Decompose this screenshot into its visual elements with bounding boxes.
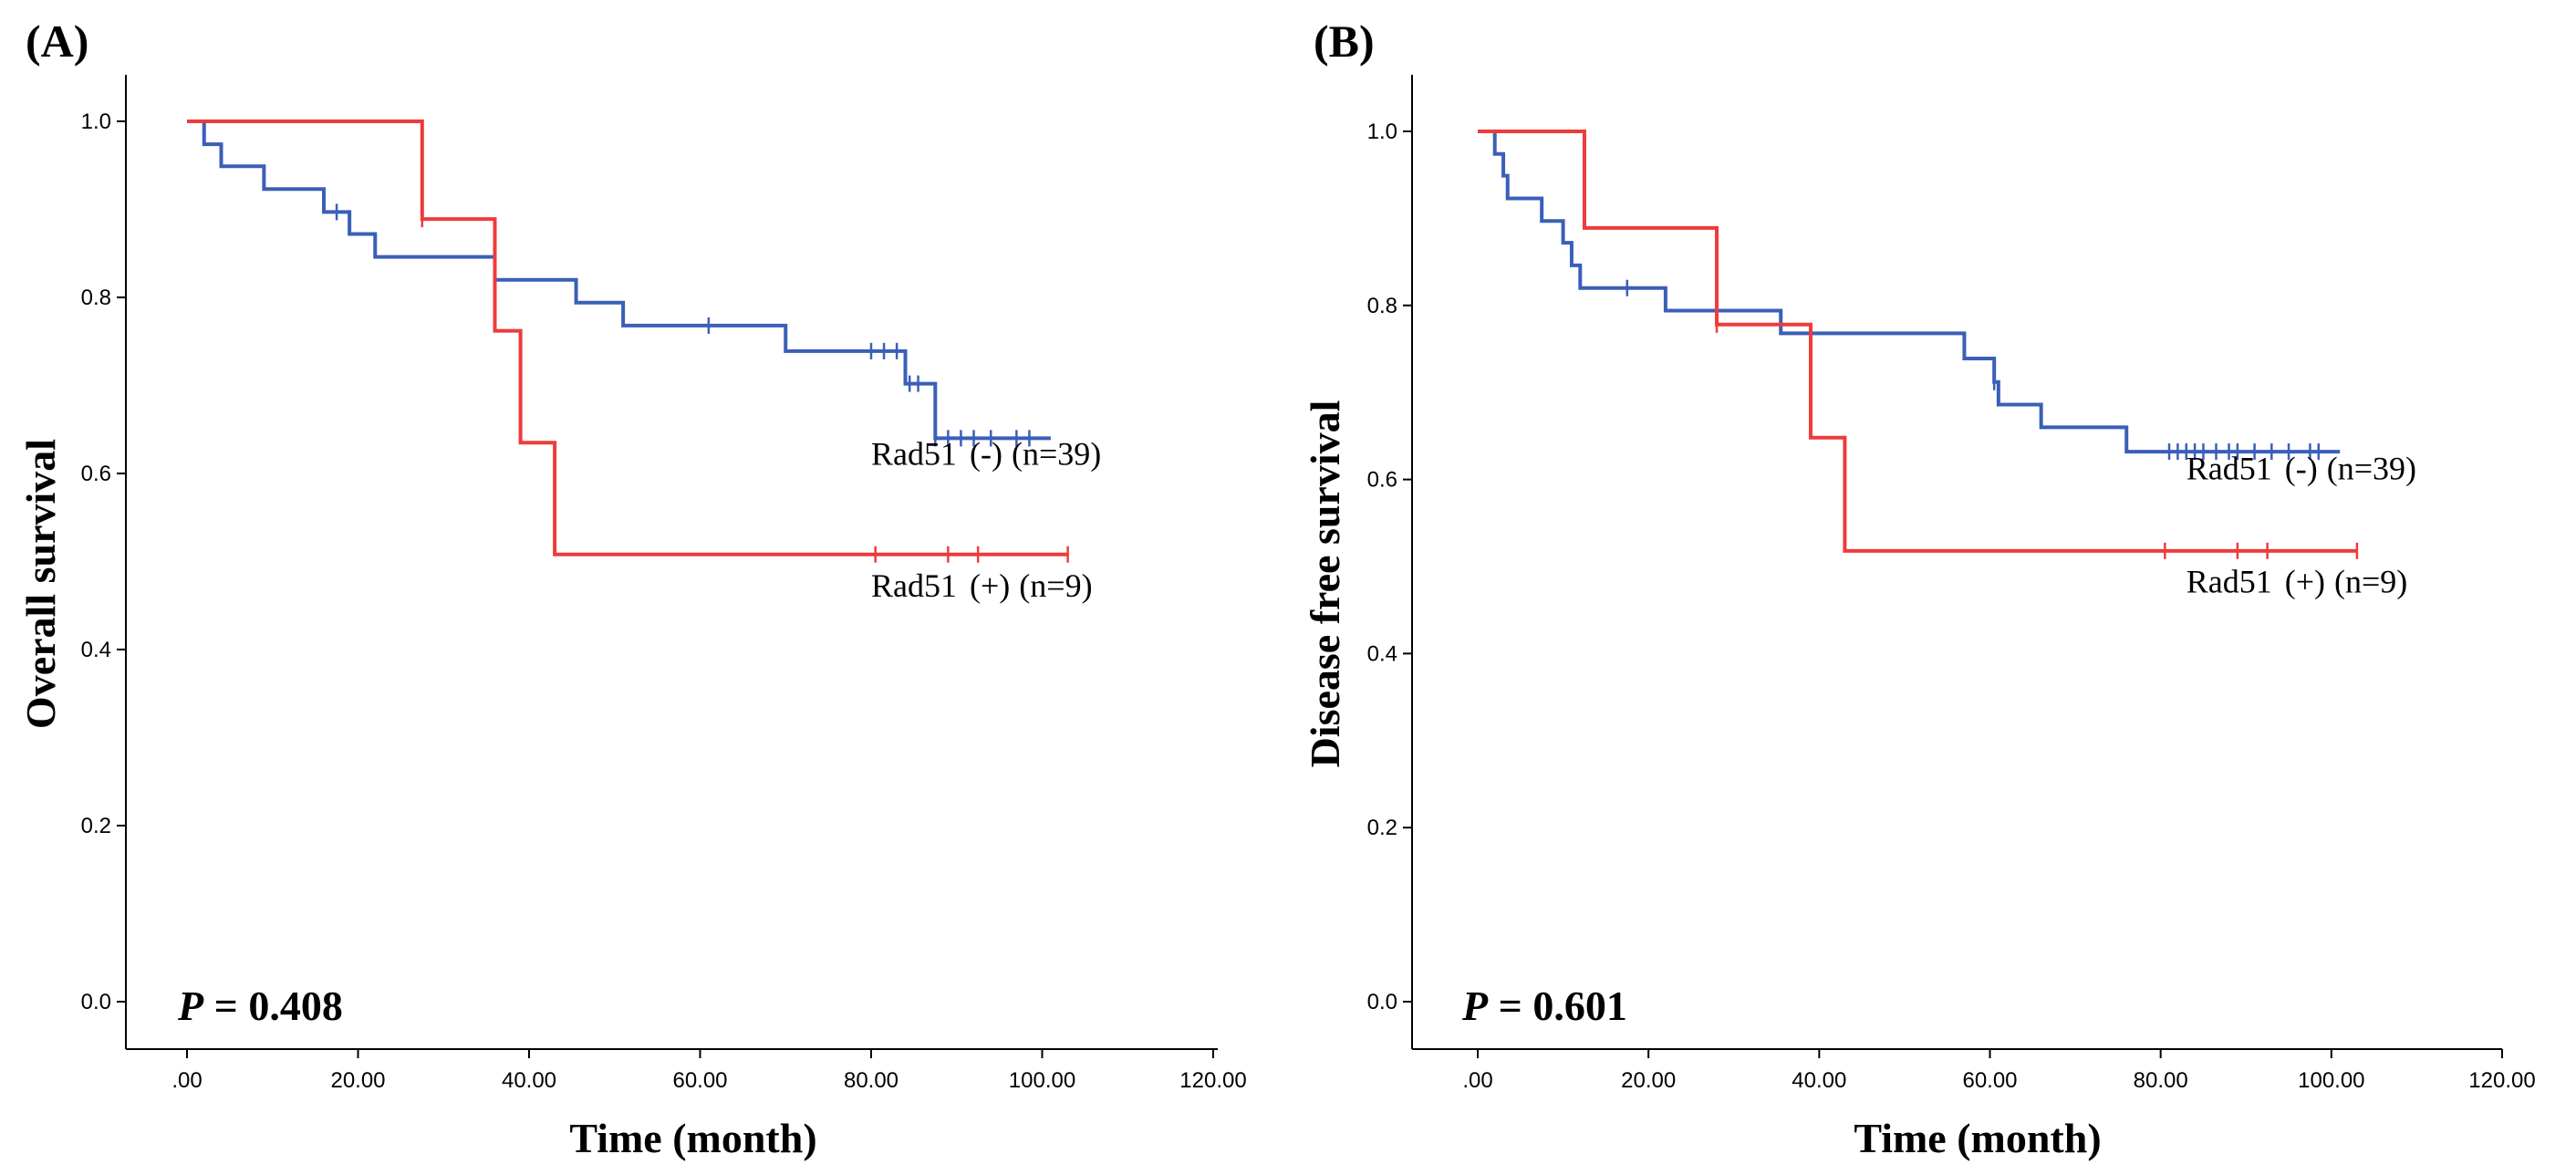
panel-b: (B) Disease free survival Time (month) P…	[1302, 16, 2536, 1161]
x-tick-label: 120.00	[1179, 1068, 1246, 1093]
curve-label-count: (n=9)	[1019, 567, 1092, 604]
axes: 0.0 0.2 0.4 0.6 0.8 1.0 .00 20.00 40.00 60.00 80.0…	[81, 75, 1247, 1093]
curve-label: Rad51 (+) (n=9)	[2186, 564, 2408, 600]
curve-label-gene: Rad51	[871, 567, 957, 604]
y-tick-label: 0.6	[81, 462, 111, 486]
panel-a: (A) Overall survival Time (month) P = 0.…	[17, 16, 1247, 1161]
y-tick-label: 0.8	[1367, 294, 1397, 318]
x-axis-title: Time (month)	[1854, 1115, 2101, 1161]
x-tick-label: 20.00	[1621, 1068, 1676, 1093]
p-value-label: P = 0.408	[177, 983, 343, 1029]
y-tick-label: 1.0	[1367, 120, 1397, 144]
x-tick-label: 80.00	[844, 1068, 898, 1093]
y-tick-label: 0.4	[81, 638, 111, 662]
curve-labels: Rad51 (-) (n=39) Rad51 (+) (n=9)	[871, 435, 1101, 604]
curve-label-status: (+)	[970, 567, 1010, 604]
panel-label: (B)	[1314, 16, 1375, 67]
curve-label: Rad51 (-) (n=39)	[2186, 451, 2416, 487]
x-tick-label: .00	[171, 1068, 202, 1093]
x-tick-label: 40.00	[1792, 1068, 1846, 1093]
series-rad51-positive	[187, 120, 1069, 563]
survival-step-line	[187, 120, 1068, 556]
x-tick-label: 20.00	[330, 1068, 385, 1093]
curve-label-status: (-)	[970, 435, 1002, 472]
p-value-letter: P	[177, 983, 204, 1029]
curve-label-count: (n=39)	[1012, 435, 1101, 472]
series-rad51-negative	[1478, 130, 2341, 461]
survival-curves	[187, 120, 1069, 563]
p-value-text: = 0.601	[1488, 983, 1627, 1029]
survival-curves	[1478, 130, 2359, 559]
y-tick-label: 1.0	[81, 109, 111, 134]
curve-label: Rad51 (-) (n=39)	[871, 435, 1101, 472]
curve-label-status: (-)	[2285, 451, 2318, 487]
series-rad51-negative	[187, 120, 1051, 447]
y-axis-title: Disease free survival	[1302, 400, 1348, 768]
p-value-letter: P	[1461, 983, 1489, 1029]
y-tick-label: 0.4	[1367, 641, 1397, 666]
curve-label-gene: Rad51	[2186, 451, 2272, 487]
axes: 0.0 0.2 0.4 0.6 0.8 1.0 .00 20.00 40.00 60.00 80.0…	[1367, 75, 2536, 1093]
x-tick-label: 80.00	[2134, 1068, 2188, 1093]
survival-step-line	[1478, 130, 2357, 553]
x-axis-title: Time (month)	[569, 1115, 816, 1161]
x-tick-label: 60.00	[1962, 1068, 2017, 1093]
x-tick-label: 60.00	[672, 1068, 727, 1093]
x-tick-label: 100.00	[1009, 1068, 1075, 1093]
x-tick-label: 100.00	[2298, 1068, 2364, 1093]
y-axis-title: Overall survival	[17, 439, 64, 729]
curve-label-gene: Rad51	[871, 435, 957, 472]
curve-label: Rad51 (+) (n=9)	[871, 567, 1093, 604]
y-tick-label: 0.8	[81, 286, 111, 310]
x-tick-label: 40.00	[502, 1068, 556, 1093]
x-tick-label: .00	[1462, 1068, 1492, 1093]
y-tick-label: 0.2	[1367, 816, 1397, 840]
y-tick-label: 0.0	[1367, 990, 1397, 1014]
survival-step-line	[1478, 130, 2341, 454]
curve-label-count: (n=9)	[2334, 564, 2407, 600]
curve-label-gene: Rad51	[2186, 564, 2272, 600]
y-tick-label: 0.6	[1367, 468, 1397, 493]
curve-label-count: (n=39)	[2327, 451, 2416, 487]
x-tick-label: 120.00	[2468, 1068, 2535, 1093]
curve-label-status: (+)	[2285, 564, 2325, 600]
survival-step-line	[187, 120, 1051, 441]
p-value-text: = 0.408	[203, 983, 343, 1029]
panel-label: (A)	[26, 16, 88, 67]
y-tick-label: 0.0	[81, 990, 111, 1014]
series-rad51-positive	[1478, 130, 2359, 559]
curve-labels: Rad51 (-) (n=39) Rad51 (+) (n=9)	[2186, 451, 2416, 600]
p-value-label: P = 0.601	[1461, 983, 1627, 1029]
y-tick-label: 0.2	[81, 814, 111, 838]
